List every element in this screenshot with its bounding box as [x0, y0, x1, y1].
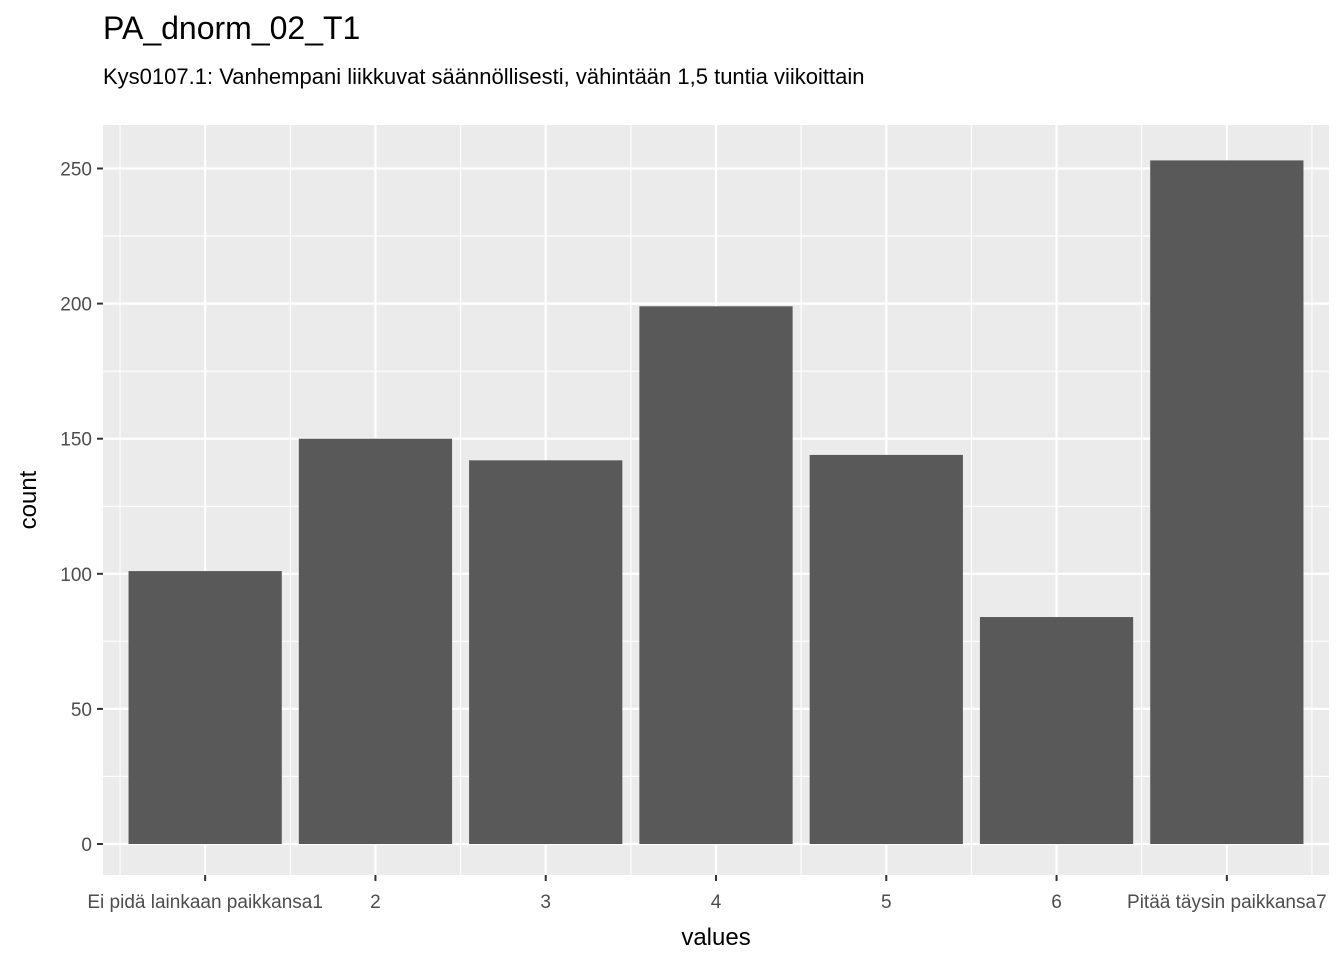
y-tick-label: 50	[71, 700, 92, 721]
bar-5	[809, 454, 963, 844]
x-tick-label: 5	[881, 892, 892, 913]
y-axis: 0 50 100 150 200 250	[60, 160, 103, 856]
x-tick-label: Ei pidä lainkaan paikkansa1	[87, 892, 323, 913]
bar-4	[639, 306, 793, 844]
y-tick-label: 100	[60, 565, 92, 586]
chart-subtitle: Kys0107.1: Vanhempani liikkuvat säännöll…	[103, 64, 865, 89]
bar-1	[128, 571, 282, 844]
bar-3	[469, 460, 623, 844]
y-tick-label: 250	[60, 160, 92, 181]
y-axis-title: count	[15, 470, 42, 529]
bar-7	[1150, 160, 1304, 845]
y-tick-label: 0	[81, 835, 92, 856]
x-tick-label: Pitää täysin paikkansa7	[1127, 892, 1327, 913]
x-tick-label: 3	[540, 892, 551, 913]
x-tick-label: 2	[370, 892, 381, 913]
x-axis-title: values	[681, 924, 750, 951]
bar-6	[979, 617, 1134, 844]
x-axis: Ei pidä lainkaan paikkansa1 2 3 4 5 6 Pitää tä…	[87, 875, 1327, 913]
chart-title: PA_dnorm_02_T1	[103, 10, 361, 46]
x-tick-label: 6	[1051, 892, 1062, 913]
y-tick-label: 150	[60, 430, 92, 451]
bar-2	[298, 438, 453, 844]
y-tick-label: 200	[60, 295, 92, 316]
x-tick-label: 4	[711, 892, 722, 913]
bars	[128, 160, 1304, 845]
